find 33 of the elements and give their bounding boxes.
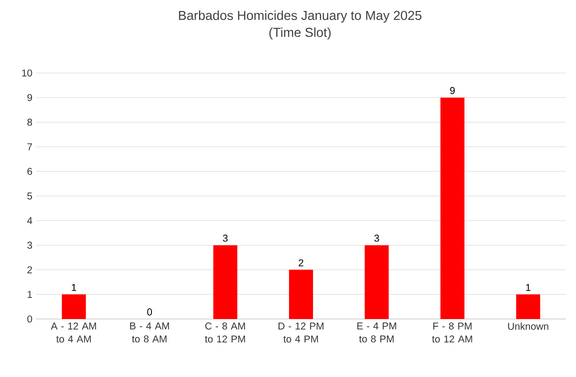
- x-tick-label: A - 12 AM to 4 AM: [50, 322, 96, 343]
- y-tick-label: 2: [27, 266, 32, 274]
- x-tick-label: C - 8 AM to 12 PM: [204, 322, 245, 343]
- bar: [213, 245, 238, 319]
- y-tick-label: 6: [27, 168, 32, 175]
- data-label: 0: [147, 308, 152, 316]
- y-tick-label: 8: [27, 118, 32, 126]
- y-tick-label: 5: [27, 192, 32, 200]
- x-tick-label: Unknown: [508, 322, 548, 330]
- data-label: 3: [222, 234, 228, 242]
- y-tick-label: 7: [27, 143, 32, 150]
- data-label: 9: [450, 87, 455, 94]
- chart-title: Barbados Homicides January to May 2025: [179, 10, 422, 23]
- bar: [364, 245, 389, 319]
- x-tick-label: F - 8 PM to 12 AM: [432, 322, 472, 343]
- x-tick-label: B - 4 AM to 8 AM: [130, 322, 169, 342]
- y-tick-label: 3: [27, 242, 32, 249]
- x-tick-label: E - 4 PM to 8 PM: [357, 322, 396, 342]
- data-label: 1: [72, 284, 76, 291]
- y-tick-label: 4: [27, 217, 32, 224]
- data-label: 2: [298, 259, 304, 266]
- y-tick-label: 10: [22, 69, 32, 77]
- data-label: 3: [374, 234, 380, 242]
- y-tick-label: 0: [27, 315, 32, 323]
- bar: [516, 294, 540, 319]
- data-label: 1: [526, 284, 530, 291]
- y-tick-label: 9: [27, 94, 32, 102]
- bar: [62, 294, 86, 319]
- x-tick-label: D - 12 PM to 4 PM: [278, 322, 324, 343]
- bar: [440, 98, 464, 319]
- y-tick-label: 1: [28, 290, 32, 298]
- bar: [289, 270, 314, 319]
- chart-subtitle: (Time Slot): [269, 27, 331, 40]
